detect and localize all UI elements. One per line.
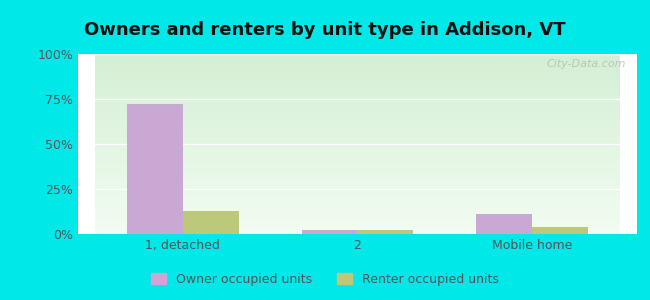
Bar — [532, 227, 588, 234]
Legend: Owner occupied units, Renter occupied units: Owner occupied units, Renter occupied un… — [146, 268, 504, 291]
Bar — [302, 230, 358, 234]
Bar — [476, 214, 532, 234]
Text: Owners and renters by unit type in Addison, VT: Owners and renters by unit type in Addis… — [84, 21, 566, 39]
Text: City-Data.com: City-Data.com — [546, 59, 626, 69]
Bar — [358, 230, 413, 234]
Bar — [127, 104, 183, 234]
Bar — [183, 211, 239, 234]
